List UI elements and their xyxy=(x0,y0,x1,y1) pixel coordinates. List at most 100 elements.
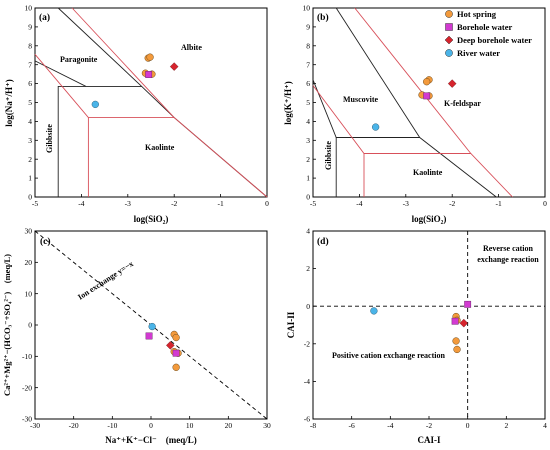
panel-c-ytick-label: -30 xyxy=(22,415,32,424)
panel-a-point-river xyxy=(91,100,99,109)
panel-d-label: (d) xyxy=(317,236,329,247)
legend-marker-river xyxy=(445,49,453,57)
panel-b-boundary-black xyxy=(312,79,497,198)
panel-a: (a) Paragonite Albite Kaolinte Gibbsite … xyxy=(4,4,269,224)
panel-a-point-hot-spring xyxy=(146,53,154,61)
panel-c-point-hot-spring xyxy=(172,333,180,342)
panel-a-point-deep-borehole xyxy=(169,62,179,71)
panel-a-ytick-label: 8 xyxy=(28,41,32,50)
panel-c-ytick-label: 0 xyxy=(28,321,32,330)
panel-c-xtick-label: -20 xyxy=(69,421,79,430)
panel-b-ytick-label: 6 xyxy=(306,79,310,88)
panel-c-point-hot-spring xyxy=(172,363,180,371)
legend: Hot spring Borehole water Deep borehole … xyxy=(444,9,532,58)
panel-b-xtick-label: -1 xyxy=(495,199,501,208)
panel-c-ylabel: Ca²⁺+Mg²⁺−(HCO₃⁻+SO₄²⁻) (meq/L) xyxy=(2,254,12,396)
panel-b-ytick-label: 0 xyxy=(306,193,310,202)
legend-label-hot-spring: Hot spring xyxy=(457,9,497,19)
region-kfeldspar: K-feldspar xyxy=(444,99,481,108)
legend-marker-borehole xyxy=(445,23,453,31)
panel-a-ytick-label: 3 xyxy=(28,136,32,145)
panel-b-point-hot-spring xyxy=(423,78,431,86)
panel-b-xtick-label: -5 xyxy=(310,199,316,208)
panel-d-ytick-label: -6 xyxy=(304,415,310,424)
panel-c-xtick-label: -30 xyxy=(30,421,40,430)
panel-a-ytick-label: 10 xyxy=(25,4,33,13)
panel-a-boundary-black xyxy=(57,7,143,87)
panel-b-boundary-black xyxy=(335,7,421,138)
panel-d-point-hot-spring xyxy=(453,345,461,354)
panel-d-ytick-label: 0 xyxy=(306,302,310,311)
panel-b-ytick-label: 2 xyxy=(306,155,310,164)
region-albite: Albite xyxy=(181,43,202,52)
panel-d-xtick-label: 4 xyxy=(543,421,547,430)
panel-d: (d) Reverse cation exchange reaction Pos… xyxy=(286,227,547,445)
panel-c-xtick-label: 30 xyxy=(263,421,271,430)
panel-c-ytick-label: 30 xyxy=(25,227,33,236)
panel-d-point-river xyxy=(370,307,378,315)
annotation-positive: Positive cation exchange reaction xyxy=(332,351,445,360)
panel-a-xtick-label: -3 xyxy=(125,199,131,208)
panel-b: (b) Muscovite K-feldspar Kaolinte Gibbsi… xyxy=(283,4,547,224)
panel-d-ytick-label: -4 xyxy=(304,377,310,386)
region-paragonite: Paragonite xyxy=(60,55,98,64)
panel-b-ytick-label: 7 xyxy=(306,60,310,69)
panel-b-label: (b) xyxy=(317,12,329,23)
legend-label-borehole: Borehole water xyxy=(457,22,513,32)
panel-b-point-deep-borehole xyxy=(447,79,457,88)
panel-c-xlabel: Na⁺+K⁺−Cl⁻ (meq/L) xyxy=(105,435,197,445)
legend-marker-deep-borehole xyxy=(444,35,454,45)
panel-b-xlabel: log(SiO₂) xyxy=(412,214,447,224)
region-kaolinte-b: Kaolinte xyxy=(413,168,443,177)
panel-d-xtick-label: -2 xyxy=(426,421,432,430)
panel-d-xtick-label: -8 xyxy=(310,421,316,430)
panel-b-boundary-red xyxy=(312,85,513,198)
panel-d-xlabel: CAI-I xyxy=(417,435,440,445)
panel-b-boundary-red xyxy=(354,7,472,154)
panel-b-ytick-label: 8 xyxy=(306,41,310,50)
panel-b-ylabel: log(K⁺/H⁺) xyxy=(283,81,293,125)
panel-a-ytick-label: 0 xyxy=(28,193,32,202)
panel-a-ytick-label: 5 xyxy=(28,98,32,107)
panel-c-xtick-label: -10 xyxy=(107,421,117,430)
panel-d-xtick-label: 0 xyxy=(466,421,470,430)
panel-c-xtick-label: 0 xyxy=(149,421,153,430)
panel-b-point-borehole xyxy=(423,92,431,100)
panel-d-xtick-label: -4 xyxy=(387,421,393,430)
panel-c-point-river xyxy=(148,322,156,331)
panel-c-ytick-label: 20 xyxy=(25,258,33,267)
annotation-reverse-1: Reverse cation xyxy=(483,244,534,253)
panel-a-boundary-red xyxy=(34,54,268,198)
panel-a-ytick-label: 9 xyxy=(28,23,32,32)
panel-b-ytick-label: 10 xyxy=(303,4,311,13)
region-muscovite: Muscovite xyxy=(343,95,379,104)
panel-d-point-borehole xyxy=(464,300,472,308)
panel-d-xtick-label: 2 xyxy=(504,421,508,430)
region-gibbsite-b: Gibbsite xyxy=(324,141,333,170)
panel-b-xtick-label: 0 xyxy=(543,199,547,208)
panel-a-xtick-label: -4 xyxy=(78,199,84,208)
panel-a-ytick-label: 6 xyxy=(28,79,32,88)
panel-b-xtick-label: -2 xyxy=(449,199,455,208)
panel-c-ytick-label: -20 xyxy=(22,383,32,392)
panel-d-ytick-label: 2 xyxy=(306,264,310,273)
panel-c-ytick-label: -10 xyxy=(22,352,32,361)
region-gibbsite-a: Gibbsite xyxy=(45,124,54,153)
panel-a-ytick-label: 1 xyxy=(28,174,32,183)
panel-c-point-deep-borehole xyxy=(166,341,175,350)
panel-b-ytick-label: 5 xyxy=(306,98,310,107)
panel-a-xtick-label: -5 xyxy=(32,199,38,208)
annotation-reverse-2: exchange reaction xyxy=(477,255,539,264)
legend-label-deep-borehole: Deep borehole water xyxy=(457,35,532,45)
panel-a-label: (a) xyxy=(39,12,50,23)
panel-b-ytick-label: 4 xyxy=(306,117,310,126)
panel-b-point-river xyxy=(371,123,380,131)
panel-a-ytick-label: 7 xyxy=(28,60,32,69)
panel-d-ylabel: CAI-II xyxy=(286,311,296,338)
panel-a-ytick-label: 4 xyxy=(28,117,32,126)
panel-c-point-borehole xyxy=(145,332,153,340)
legend-marker-hot-spring xyxy=(445,10,453,18)
panel-c: (c) Ion exchange y=−x Na⁺+K⁺−Cl⁻ (meq/L)… xyxy=(2,227,271,445)
panel-a-boundary-black xyxy=(57,85,86,197)
